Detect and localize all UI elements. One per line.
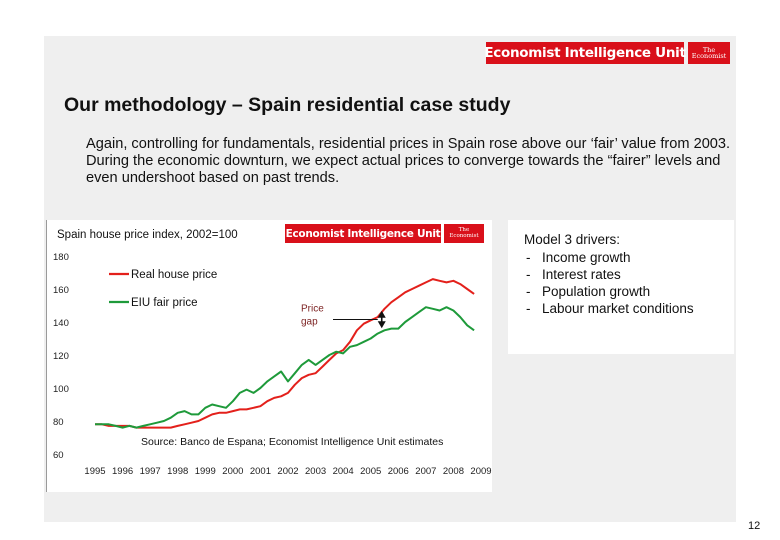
x-tick-label: 2007 bbox=[415, 466, 436, 477]
price-gap-label: Price bbox=[301, 304, 324, 315]
intro-paragraph: Again, controlling for fundamentals, res… bbox=[86, 136, 731, 186]
chart-eiu-logo: Economist Intelligence Unit The Economis… bbox=[285, 224, 484, 243]
x-tick-label: 2004 bbox=[333, 466, 354, 477]
x-tick-label: 1999 bbox=[195, 466, 216, 477]
price-gap-arrowhead bbox=[377, 310, 386, 318]
chart-source-note: Source: Banco de Espana; Economist Intel… bbox=[141, 436, 444, 448]
y-tick-label: 80 bbox=[53, 417, 64, 428]
x-tick-label: 1996 bbox=[112, 466, 133, 477]
x-tick-label: 1995 bbox=[84, 466, 105, 477]
y-tick-label: 60 bbox=[53, 450, 64, 461]
chart-economist-badge-line: Economist bbox=[449, 232, 479, 239]
y-tick-label: 100 bbox=[53, 384, 69, 395]
y-tick-label: 140 bbox=[53, 318, 69, 329]
x-tick-label: 2001 bbox=[250, 466, 271, 477]
driver-item: - Income growth bbox=[526, 250, 631, 265]
series-line bbox=[95, 306, 475, 429]
driver-item-label: Labour market conditions bbox=[542, 301, 694, 316]
economist-badge: The Economist bbox=[688, 42, 730, 64]
driver-item-label: Interest rates bbox=[542, 267, 621, 282]
y-tick-label: 180 bbox=[53, 252, 69, 263]
driver-item: - Population growth bbox=[526, 284, 651, 299]
y-tick-label: 160 bbox=[53, 285, 69, 296]
drivers-list: - Income growth - Interest rates - Populati… bbox=[526, 249, 694, 317]
x-tick-label: 2003 bbox=[305, 466, 326, 477]
driver-item: - Labour market conditions bbox=[526, 301, 694, 316]
legend-label: Real house price bbox=[131, 269, 217, 281]
driver-item: - Interest rates bbox=[526, 267, 621, 282]
drivers-title: Model 3 drivers: bbox=[524, 232, 621, 247]
chart-title: Spain house price index, 2002=100 bbox=[57, 229, 238, 241]
eiu-logo-text: Economist Intelligence Unit bbox=[484, 42, 686, 64]
driver-item-label: Population growth bbox=[542, 284, 651, 299]
legend-label: EIU fair price bbox=[131, 297, 197, 309]
economist-badge-line: The bbox=[702, 45, 716, 54]
price-gap-arrowhead bbox=[377, 321, 386, 329]
price-gap-label: gap bbox=[301, 317, 318, 328]
x-tick-label: 2002 bbox=[277, 466, 298, 477]
driver-item-label: Income growth bbox=[542, 250, 631, 265]
x-tick-label: 2005 bbox=[360, 466, 381, 477]
page-number: 12 bbox=[748, 520, 761, 532]
chart-eiu-logo-text: Economist Intelligence Unit bbox=[285, 224, 441, 243]
x-tick-label: 2006 bbox=[388, 466, 409, 477]
eiu-logo: Economist Intelligence Unit The Economis… bbox=[484, 42, 730, 64]
x-tick-label: 2009 bbox=[470, 466, 491, 477]
y-tick-label: 120 bbox=[53, 351, 69, 362]
page-title: Our methodology – Spain residential case… bbox=[64, 94, 511, 116]
chart-economist-badge: The Economist bbox=[444, 224, 484, 243]
x-tick-label: 1998 bbox=[167, 466, 188, 477]
x-tick-label: 1997 bbox=[140, 466, 161, 477]
drivers-panel: Model 3 drivers: - Income growth - Interes… bbox=[508, 220, 734, 354]
line-chart: 60 80 100 120 140 160 180 1995 1996 1997 1998 1999 2… bbox=[53, 252, 492, 477]
x-tick-label: 2008 bbox=[443, 466, 464, 477]
series-line bbox=[95, 278, 475, 429]
economist-badge-line: Economist bbox=[691, 52, 727, 60]
x-tick-label: 2000 bbox=[222, 466, 243, 477]
chart-economist-badge-line: The bbox=[458, 227, 470, 233]
chart-panel: 60 80 100 120 140 160 180 1995 1996 1997 1998 1999 2… bbox=[46, 220, 492, 492]
